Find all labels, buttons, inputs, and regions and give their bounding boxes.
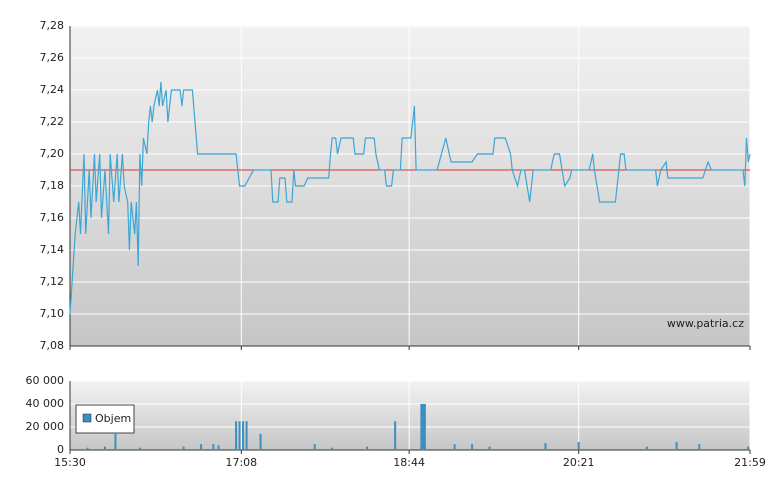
volume-bar (423, 404, 426, 450)
y-tick-label: 7,20 (40, 147, 65, 160)
y-tick-label: 7,10 (40, 307, 65, 320)
volume-bar (577, 441, 580, 450)
volume-plot-area (70, 381, 750, 450)
volume-bar (86, 447, 89, 450)
x-tick-label: 21:59 (734, 456, 766, 469)
y-tick-label: 7,22 (40, 115, 65, 128)
y-tick-label: 7,26 (40, 51, 65, 64)
legend-label: Objem (95, 412, 131, 425)
volume-bar (238, 421, 241, 450)
volume-bar (544, 443, 547, 450)
volume-bar (422, 404, 425, 450)
volume-bar (212, 444, 215, 450)
y-tick-label: 7,24 (40, 83, 65, 96)
volume-bar (217, 445, 220, 450)
y-tick-label: 20 000 (26, 420, 65, 433)
y-tick-label: 0 (57, 443, 64, 456)
volume-bar (394, 421, 397, 450)
y-tick-label: 7,08 (40, 339, 65, 352)
y-tick-label: 40 000 (26, 397, 65, 410)
volume-bar (366, 446, 369, 450)
y-tick-label: 7,28 (40, 19, 65, 32)
y-tick-label: 7,16 (40, 211, 65, 224)
volume-bar (453, 444, 456, 450)
price-line (69, 81, 751, 315)
legend-swatch (82, 413, 92, 423)
volume-bar (235, 421, 238, 450)
volume-bar (331, 447, 334, 450)
x-tick-label: 18:44 (393, 456, 425, 469)
volume-bar (200, 444, 203, 450)
volume-bar (245, 421, 248, 450)
volume-bar (488, 446, 491, 450)
volume-bar (114, 433, 117, 450)
volume-bar (103, 446, 106, 450)
y-tick-label: 60 000 (26, 374, 65, 387)
y-tick-label: 7,12 (40, 275, 65, 288)
volume-bar (747, 446, 750, 450)
x-tick-label: 15:30 (54, 456, 86, 469)
watermark: www.patria.cz (667, 317, 744, 330)
y-tick-label: 7,14 (40, 243, 65, 256)
volume-bar (313, 444, 316, 450)
volume-bar (645, 446, 648, 450)
x-tick-label: 20:21 (563, 456, 595, 469)
volume-bar (675, 441, 678, 450)
volume-bar (242, 421, 245, 450)
y-tick-label: 7,18 (40, 179, 65, 192)
volume-bar (259, 433, 262, 450)
volume-bar (182, 446, 185, 450)
volume-bar (138, 447, 141, 450)
volume-bar (698, 444, 701, 450)
volume-bar (420, 404, 423, 450)
volume-bar (471, 444, 474, 450)
x-tick-label: 17:08 (225, 456, 257, 469)
